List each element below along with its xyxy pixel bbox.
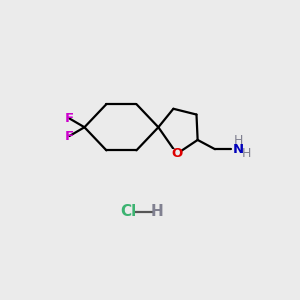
Text: O: O (171, 147, 182, 160)
Text: H: H (233, 134, 243, 147)
Text: H: H (242, 147, 251, 160)
Text: H: H (151, 204, 164, 219)
Bar (172, 149, 181, 158)
Text: F: F (65, 112, 74, 125)
Text: N: N (232, 143, 244, 156)
Text: F: F (65, 130, 74, 142)
Text: Cl: Cl (120, 204, 136, 219)
Bar (234, 145, 242, 153)
